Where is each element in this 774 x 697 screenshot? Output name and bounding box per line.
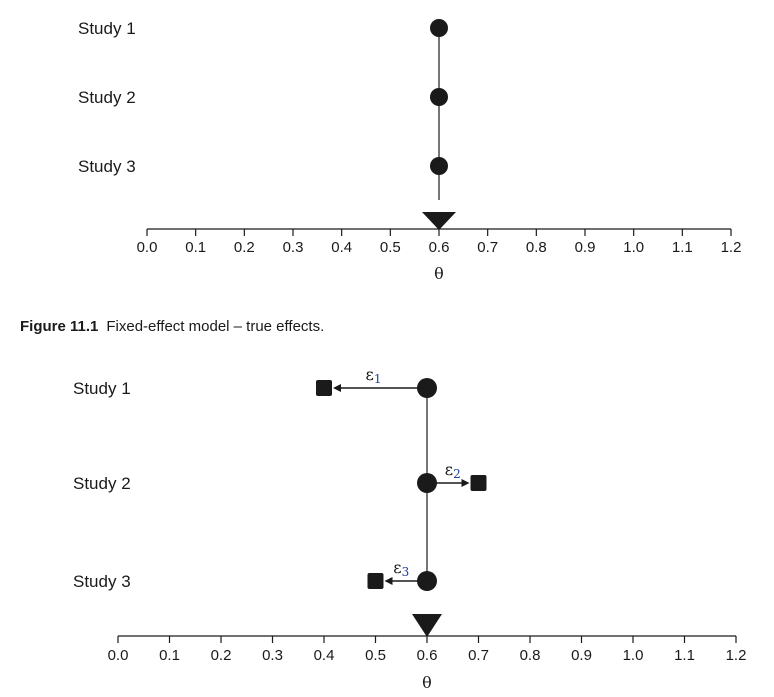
x-tick-label: 0.8 [520, 647, 541, 664]
x-tick-label: 0.9 [571, 647, 592, 664]
error-arrowhead [384, 577, 393, 585]
x-tick-label: 0.3 [283, 239, 304, 256]
x-tick-label: 0.7 [477, 239, 498, 256]
study-label: Study 1 [78, 19, 136, 38]
x-tick-label: 1.1 [674, 647, 695, 664]
x-tick-label: 0.0 [108, 647, 129, 664]
x-tick-label: 1.0 [623, 647, 644, 664]
x-axis-label: θ [434, 264, 444, 283]
x-tick-label: 0.5 [380, 239, 401, 256]
true-effect-circle [430, 88, 448, 106]
study-label: Study 2 [73, 474, 131, 493]
x-tick-label: 1.2 [721, 239, 742, 256]
x-tick-label: 0.7 [468, 647, 489, 664]
combined-effect-triangle [422, 212, 456, 230]
x-tick-label: 0.0 [137, 239, 158, 256]
true-effect-circle [417, 378, 437, 398]
x-tick-label: 0.2 [234, 239, 255, 256]
error-arrowhead [333, 384, 341, 392]
study-label: Study 3 [78, 157, 136, 176]
study-label: Study 2 [78, 88, 136, 107]
x-tick-label: 1.1 [672, 239, 693, 256]
x-tick-label: 0.4 [331, 239, 352, 256]
error-arrowhead [461, 479, 470, 487]
combined-effect-triangle [412, 614, 442, 637]
x-tick-label: 0.1 [185, 239, 206, 256]
observed-effect-square [367, 573, 384, 589]
caption-number: Figure 11.1 [20, 318, 99, 335]
x-tick-label: 0.6 [417, 647, 438, 664]
x-tick-label: 1.0 [623, 239, 644, 256]
true-effect-circle [417, 473, 437, 493]
caption-text: Fixed-effect model – true effects. [106, 318, 325, 335]
error-label: ε1 [366, 365, 382, 386]
study-label: Study 1 [73, 379, 131, 398]
true-effect-circle [417, 571, 437, 591]
figure-caption: Figure 11.1 Fixed-effect model – true eff… [20, 318, 324, 335]
x-tick-label: 0.1 [159, 647, 180, 664]
x-tick-label: 0.2 [211, 647, 232, 664]
error-label: ε2 [445, 460, 461, 481]
x-tick-label: 0.6 [429, 239, 450, 256]
observed-effect-square [470, 475, 487, 491]
error-label: ε3 [393, 558, 409, 579]
x-axis-label: θ [422, 673, 432, 692]
study-label: Study 3 [73, 572, 131, 591]
x-tick-label: 0.8 [526, 239, 547, 256]
true-effect-circle [430, 19, 448, 37]
observed-effect-square [316, 380, 332, 396]
x-tick-label: 1.2 [726, 647, 747, 664]
true-effect-circle [430, 157, 448, 175]
x-tick-label: 0.5 [365, 647, 386, 664]
x-tick-label: 0.4 [314, 647, 335, 664]
x-tick-label: 0.3 [262, 647, 283, 664]
x-tick-label: 0.9 [575, 239, 596, 256]
